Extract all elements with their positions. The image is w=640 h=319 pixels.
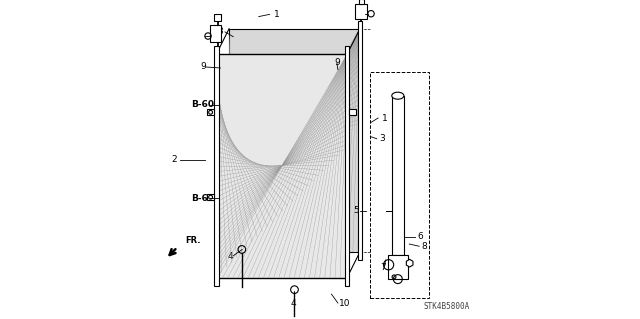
Polygon shape bbox=[406, 259, 413, 267]
Text: B-60: B-60 bbox=[191, 100, 214, 109]
Text: 6: 6 bbox=[417, 232, 423, 241]
Bar bbox=[229, 29, 360, 252]
Text: 9: 9 bbox=[200, 63, 206, 71]
Text: 1: 1 bbox=[382, 114, 388, 122]
Ellipse shape bbox=[392, 92, 404, 99]
Text: 7: 7 bbox=[380, 263, 386, 272]
Bar bbox=[214, 14, 221, 21]
Text: 4: 4 bbox=[290, 299, 296, 308]
Text: 9: 9 bbox=[335, 58, 340, 67]
Bar bbox=[345, 46, 349, 286]
Bar bbox=[388, 255, 408, 279]
Bar bbox=[216, 54, 347, 278]
Text: 8: 8 bbox=[422, 242, 427, 251]
Bar bbox=[355, 4, 367, 19]
Bar bbox=[210, 25, 221, 42]
Text: 3: 3 bbox=[379, 134, 385, 143]
Bar bbox=[358, 0, 364, 4]
Text: 10: 10 bbox=[339, 299, 350, 308]
Text: STK4B5800A: STK4B5800A bbox=[423, 302, 469, 311]
Bar bbox=[207, 109, 214, 115]
Text: FR.: FR. bbox=[186, 236, 201, 245]
Text: 2: 2 bbox=[171, 155, 177, 164]
Bar bbox=[349, 109, 356, 115]
Bar bbox=[207, 194, 214, 200]
Bar bbox=[371, 72, 429, 298]
Text: 4: 4 bbox=[228, 252, 234, 261]
Text: 3: 3 bbox=[217, 27, 223, 36]
Text: 5: 5 bbox=[353, 206, 359, 215]
Text: 1: 1 bbox=[274, 10, 280, 19]
Bar bbox=[392, 96, 404, 255]
Bar bbox=[358, 21, 362, 260]
Bar bbox=[214, 46, 218, 286]
Text: B-60: B-60 bbox=[191, 194, 214, 203]
